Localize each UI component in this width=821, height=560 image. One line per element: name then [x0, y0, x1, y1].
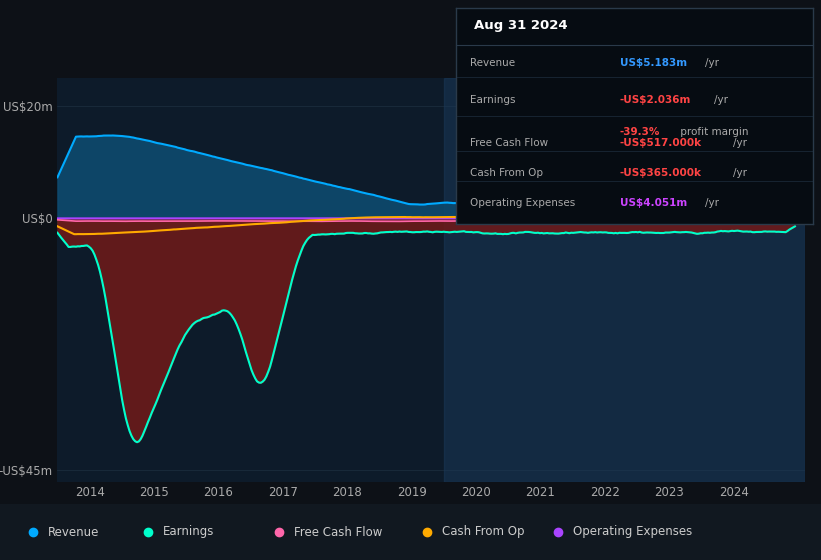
- Text: /yr: /yr: [733, 138, 747, 148]
- Text: -US$365.000k: -US$365.000k: [620, 168, 702, 178]
- Text: US$4.051m: US$4.051m: [620, 198, 687, 208]
- Text: Operating Expenses: Operating Expenses: [470, 198, 576, 208]
- Text: Aug 31 2024: Aug 31 2024: [474, 19, 567, 32]
- Text: /yr: /yr: [733, 168, 747, 178]
- Text: /yr: /yr: [714, 95, 728, 105]
- Text: Free Cash Flow: Free Cash Flow: [470, 138, 548, 148]
- Text: Earnings: Earnings: [163, 525, 214, 539]
- Text: profit margin: profit margin: [677, 127, 749, 137]
- Text: Revenue: Revenue: [470, 58, 515, 68]
- Text: -39.3%: -39.3%: [620, 127, 660, 137]
- Text: Cash From Op: Cash From Op: [442, 525, 524, 539]
- Text: Cash From Op: Cash From Op: [470, 168, 543, 178]
- Text: -US$517.000k: -US$517.000k: [620, 138, 702, 148]
- Text: US$5.183m: US$5.183m: [620, 58, 687, 68]
- Text: Free Cash Flow: Free Cash Flow: [294, 525, 383, 539]
- Text: /yr: /yr: [704, 198, 719, 208]
- Text: Operating Expenses: Operating Expenses: [573, 525, 692, 539]
- Bar: [444, 78, 805, 482]
- Text: /yr: /yr: [704, 58, 719, 68]
- Text: Revenue: Revenue: [48, 525, 99, 539]
- Text: -US$2.036m: -US$2.036m: [620, 95, 691, 105]
- Text: Earnings: Earnings: [470, 95, 516, 105]
